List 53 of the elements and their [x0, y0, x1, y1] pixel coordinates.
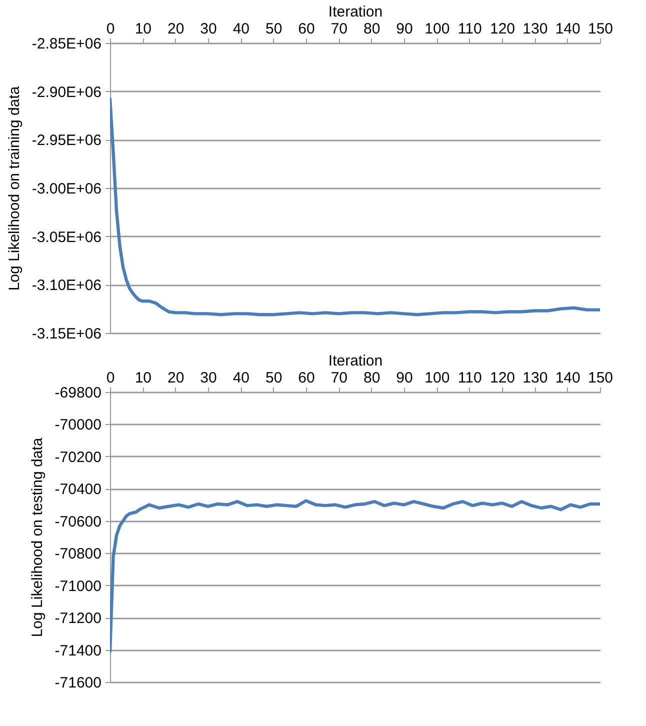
x-tick-label: 20: [167, 20, 184, 38]
x-tick-label: 60: [298, 370, 315, 386]
y-tick-label: -3.00E+06: [32, 180, 102, 198]
y-tick-label: -71000: [54, 578, 102, 595]
x-tick-label: 60: [298, 20, 315, 38]
x-tick-label: 130: [522, 20, 548, 38]
y-tick-label: -70800: [54, 546, 102, 563]
x-tick-label: 150: [588, 20, 614, 38]
x-tick-label: 130: [522, 370, 548, 386]
y-tick-label: -69800: [54, 384, 102, 402]
x-tick-label: 50: [265, 20, 282, 38]
x-tick-label: 90: [396, 370, 413, 386]
y-tick-label: -71400: [54, 642, 102, 660]
x-tick-label: 50: [265, 370, 282, 386]
x-tick-label: 150: [588, 370, 614, 386]
x-tick-label: 70: [330, 20, 348, 38]
y-tick-label: -3.10E+06: [32, 277, 102, 294]
y-tick-label: -70200: [54, 448, 102, 466]
x-tick-label: 120: [490, 20, 516, 38]
x-tick-label: 120: [490, 370, 516, 386]
y-tick-label: -2.95E+06: [32, 132, 102, 150]
x-tick-label: 80: [363, 20, 380, 38]
x-tick-label: 0: [106, 20, 115, 38]
x-tick-label: 70: [330, 370, 348, 386]
y-axis-title: Log Likelihood on testing data: [28, 437, 46, 638]
x-tick-label: 80: [363, 370, 380, 386]
y-tick-label: -3.15E+06: [32, 326, 102, 342]
y-tick-label: -70400: [54, 481, 102, 498]
x-tick-label: 20: [167, 370, 184, 386]
x-tick-label: 140: [555, 370, 580, 386]
y-tick-label: -70600: [54, 513, 102, 530]
y-tick-label: -3.05E+06: [32, 228, 102, 246]
x-tick-label: 40: [232, 20, 250, 38]
x-tick-label: 140: [555, 20, 580, 38]
x-tick-label: 110: [458, 370, 482, 386]
x-tick-label: 40: [232, 370, 250, 386]
y-tick-label: -2.85E+06: [32, 36, 102, 52]
y-tick-label: -70000: [54, 416, 102, 434]
x-tick-label: 0: [106, 370, 115, 386]
y-tick-label: -71200: [54, 610, 102, 628]
x-tick-label: 10: [134, 20, 152, 38]
x-tick-label: 30: [200, 370, 217, 386]
x-tick-label: 90: [396, 20, 413, 38]
y-axis-title: Log Likelihood on training data: [6, 86, 23, 291]
x-axis-title: Iteration: [328, 4, 383, 20]
x-tick-label: 110: [458, 20, 482, 38]
y-tick-label: -2.90E+06: [32, 84, 102, 101]
x-tick-label: 10: [134, 370, 152, 386]
x-tick-label: 30: [200, 20, 217, 38]
x-axis-title: Iteration: [328, 352, 383, 370]
x-tick-label: 100: [424, 370, 450, 386]
x-tick-label: 100: [424, 20, 450, 38]
y-tick-label: -71600: [54, 674, 102, 692]
